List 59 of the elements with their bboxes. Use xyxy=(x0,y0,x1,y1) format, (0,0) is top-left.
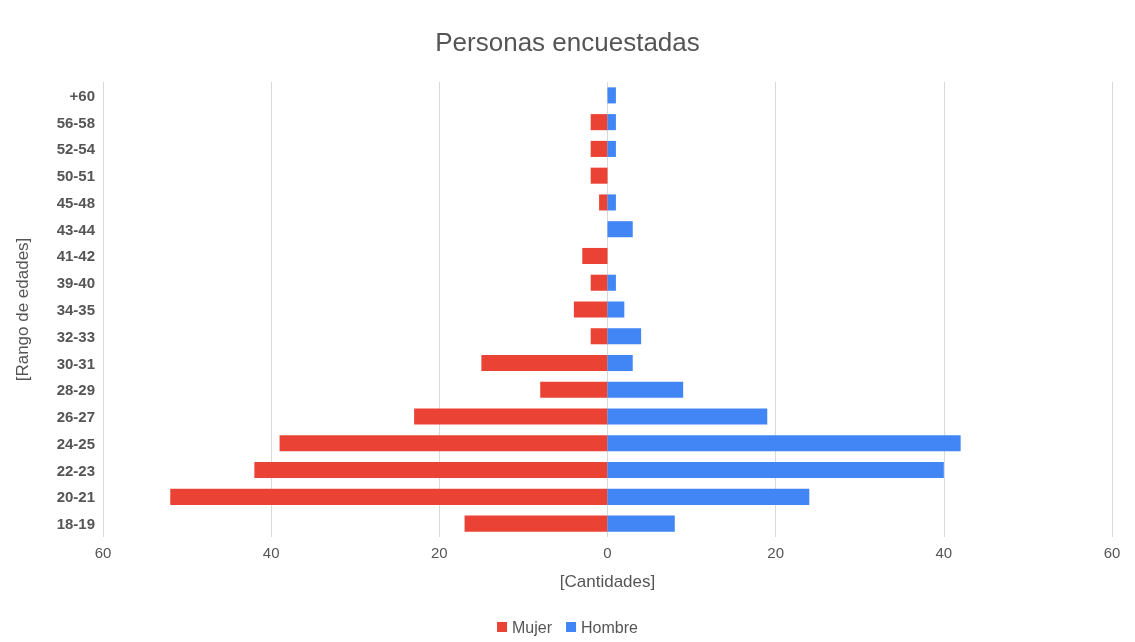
bar xyxy=(599,194,608,211)
bar xyxy=(279,435,608,452)
bar xyxy=(540,381,608,398)
y-axis-title: [Rango de edades] xyxy=(13,237,32,382)
chart-title: Personas encuestadas xyxy=(435,27,700,57)
bar xyxy=(607,114,616,131)
x-tick-label: 20 xyxy=(767,544,785,561)
bar xyxy=(607,221,633,238)
bar xyxy=(607,381,684,398)
y-tick-label: 41-42 xyxy=(56,247,95,265)
x-axis-title: [Cantidades] xyxy=(559,572,656,591)
bar xyxy=(607,435,961,452)
y-tick-label: 32-33 xyxy=(56,327,95,345)
y-tick-label: 28-29 xyxy=(56,381,95,399)
bar xyxy=(607,274,616,291)
y-tick-label: 43-44 xyxy=(56,220,96,238)
y-tick-label: +60 xyxy=(69,86,95,104)
y-tick-label: 20-21 xyxy=(56,488,95,506)
bar xyxy=(481,355,608,372)
y-tick-label: 50-51 xyxy=(56,167,95,185)
bar xyxy=(607,328,642,345)
bar xyxy=(590,328,608,345)
legend-label: Mujer xyxy=(512,618,553,636)
bar xyxy=(607,301,625,318)
y-tick-label: 56-58 xyxy=(56,113,95,131)
y-tick-label: 18-19 xyxy=(56,515,95,533)
y-tick-label: 26-27 xyxy=(56,408,95,426)
y-tick-label: 24-25 xyxy=(56,434,95,452)
y-tick-label: 52-54 xyxy=(56,140,96,158)
legend-label: Hombre xyxy=(581,618,639,636)
bar xyxy=(414,408,608,425)
bar xyxy=(590,140,608,157)
bar xyxy=(464,515,608,532)
bar xyxy=(607,140,616,157)
x-tick-label: 40 xyxy=(935,544,953,561)
bar xyxy=(607,462,944,479)
x-tick-label: 0 xyxy=(603,544,612,561)
bar xyxy=(607,87,616,104)
y-tick-label: 22-23 xyxy=(56,461,95,479)
bar xyxy=(590,167,608,184)
bar xyxy=(170,488,608,505)
bar xyxy=(573,301,608,318)
y-tick-label: 39-40 xyxy=(56,274,95,292)
x-tick-label: 40 xyxy=(262,544,280,561)
x-tick-label: 60 xyxy=(1103,544,1121,561)
bar xyxy=(590,114,608,131)
bar xyxy=(582,247,608,264)
bar xyxy=(607,515,675,532)
y-tick-label: 34-35 xyxy=(56,301,95,318)
x-tick-label: 60 xyxy=(94,544,112,561)
bar xyxy=(590,274,608,291)
y-tick-label: 45-48 xyxy=(56,193,95,211)
x-tick-label: 20 xyxy=(430,544,448,561)
bar xyxy=(254,462,608,479)
bar xyxy=(607,194,616,211)
bar xyxy=(607,488,810,505)
y-tick-label: 30-31 xyxy=(56,354,95,372)
bar xyxy=(607,355,633,372)
bar xyxy=(607,408,768,425)
